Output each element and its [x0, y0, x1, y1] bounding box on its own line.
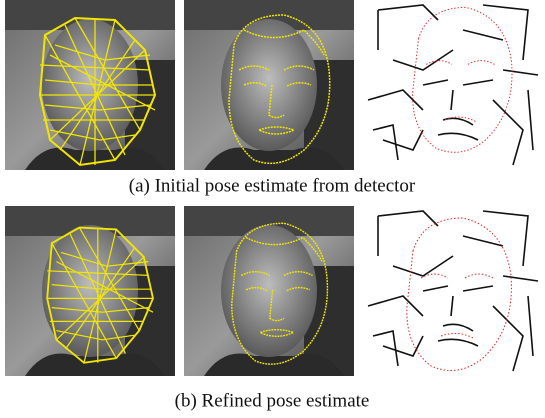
row-a: (a) Initial pose estimate from detector [5, 0, 541, 196]
edge-panel [363, 206, 541, 376]
mesh-panel [5, 0, 175, 170]
contour-panel [184, 206, 354, 376]
mesh-panel [5, 206, 175, 376]
caption: (b) Refined pose estimate [175, 390, 370, 411]
contour-panel [184, 0, 354, 170]
figure: (a) Initial pose estimate from detector … [0, 0, 545, 418]
edge-panel [363, 0, 541, 170]
caption: (a) Initial pose estimate from detector [129, 175, 416, 196]
row-b: (b) Refined pose estimate [5, 206, 541, 411]
page: (a) Initial pose estimate from detector … [0, 0, 545, 418]
